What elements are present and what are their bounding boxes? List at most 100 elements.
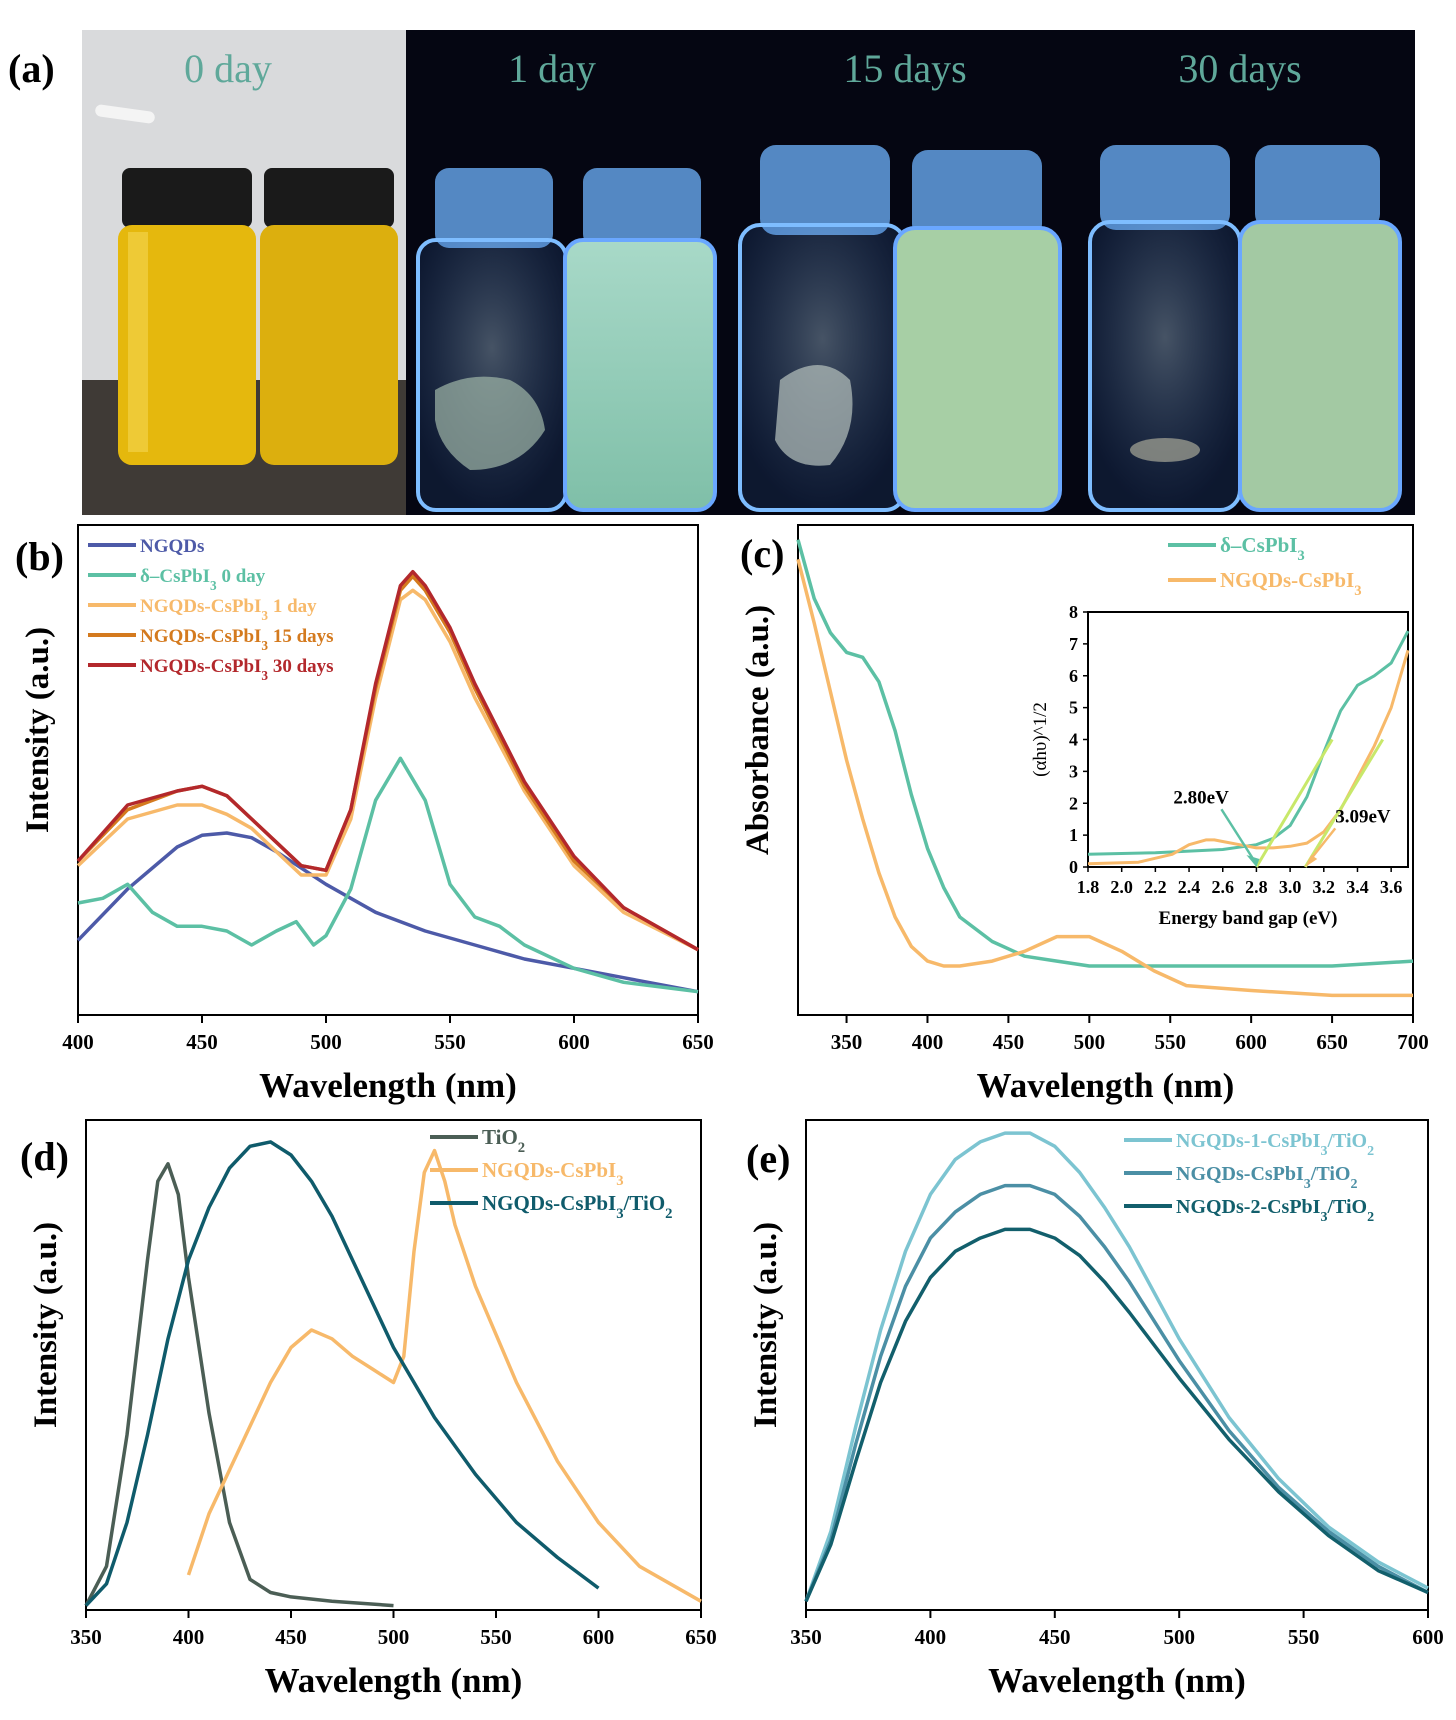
series-line-0 [84, 1162, 394, 1608]
inset-arrowhead-0 [1246, 855, 1260, 867]
inset-annotation-1: 3.09eV [1335, 806, 1391, 827]
inset-y-tick-label: 2 [1069, 793, 1078, 813]
inset-x-tick-label: 2.8 [1245, 877, 1268, 897]
inset-frame [1087, 611, 1409, 868]
x-tick-label: 600 [558, 1030, 590, 1054]
inset-x-tick-label: 3.4 [1346, 877, 1369, 897]
panel-a-photos: (a) 0 day [8, 30, 1415, 515]
series-line-1 [77, 756, 699, 994]
series-line-1 [796, 558, 1413, 998]
photo-1-day: 1 day [406, 30, 730, 515]
x-tick-label: 600 [583, 1625, 615, 1649]
legend-label-2: NGQDs-2-CsPbI3/TiO2 [1176, 1196, 1374, 1225]
inset-x-tick-label: 2.4 [1178, 877, 1201, 897]
x-tick-label: 500 [378, 1625, 410, 1649]
x-tick-label: 600 [1412, 1625, 1444, 1649]
series-line-0 [76, 831, 699, 994]
inset-series-line-1 [1087, 649, 1410, 866]
inset-arrow-0 [1220, 808, 1256, 862]
inset-y-axis-label: (αhυ)^1/2 [1030, 702, 1051, 777]
inset-y-tick-label: 3 [1069, 761, 1078, 781]
uv-vial-green [563, 168, 717, 512]
photo-30-days: 30 days [1065, 30, 1415, 515]
chart-e: (e) 350 400 450 500 550 600 Wavelength (nm) Inte… [746, 1119, 1444, 1700]
y-axis-label: Intensity (a.u.) [28, 1222, 64, 1428]
legend-label-0: NGQDs-1-CsPbI3/TiO2 [1176, 1130, 1374, 1159]
series-line-2 [84, 1140, 600, 1607]
inset-x-tick-label: 2.0 [1110, 877, 1133, 897]
legend-label-1: δ–CsPbI3 0 day [140, 566, 266, 593]
series-line-0 [796, 539, 1414, 968]
inset-x-tick-label: 3.6 [1380, 877, 1403, 897]
x-tick-label: 350 [831, 1030, 863, 1054]
inset-y-tick-label: 0 [1069, 857, 1078, 877]
x-tick-label: 550 [1154, 1030, 1186, 1054]
series-line-1 [804, 1183, 1429, 1602]
inset-y-tick-label: 6 [1069, 666, 1078, 686]
chart-d: (d) 350 400 450 500 550 600 650 Wavelength (nm) I… [20, 1119, 717, 1700]
x-tick-label: 600 [1235, 1030, 1267, 1054]
legend-label-4: NGQDs-CsPbI3 30 days [140, 656, 334, 683]
series-line-1 [186, 1148, 702, 1603]
panel-c-label: (c) [740, 531, 784, 576]
x-axis-label: Wavelength (nm) [988, 1661, 1246, 1700]
inset-x-axis-label: Energy band gap (eV) [1159, 908, 1338, 929]
x-tick-label: 700 [1397, 1030, 1429, 1054]
legend-label-0: δ–CsPbI3 [1220, 533, 1305, 564]
panel-b-label: (b) [15, 534, 64, 579]
plot-frame [805, 1119, 1429, 1611]
x-tick-label: 450 [993, 1030, 1025, 1054]
x-tick-label: 500 [1074, 1030, 1106, 1054]
uv-vial-clear [416, 168, 568, 512]
chart-b: (b) 400 450 500 550 600 650 Wavelength (nm) Inte… [15, 524, 714, 1105]
plot-frame [77, 524, 699, 1016]
x-tick-label: 400 [173, 1625, 205, 1649]
x-axis-label: Wavelength (nm) [265, 1661, 523, 1700]
panel-d-label: (d) [20, 1134, 69, 1179]
y-axis-label: Intensity (a.u.) [748, 1222, 784, 1428]
inset-y-tick-label: 5 [1069, 698, 1078, 718]
legend-label-2: NGQDs-CsPbI3/TiO2 [482, 1191, 673, 1222]
plot-frame [797, 524, 1414, 1016]
photo-caption-0: 0 day [184, 46, 272, 91]
panel-e-label: (e) [746, 1136, 790, 1181]
legend-label-3: NGQDs-CsPbI3 15 days [140, 626, 334, 653]
x-tick-label: 500 [310, 1030, 342, 1054]
series-line-2 [804, 1227, 1429, 1603]
legend-label-0: TiO2 [482, 1125, 525, 1156]
yellow-vial-left [118, 168, 256, 465]
x-tick-label: 350 [70, 1625, 102, 1649]
x-tick-label: 550 [480, 1625, 512, 1649]
uv-vial-clear [1088, 145, 1242, 512]
inset-annotation-0: 2.80eV [1173, 787, 1229, 808]
uv-vial-clear [738, 145, 907, 512]
x-tick-label: 650 [685, 1625, 717, 1649]
photo-caption-2: 15 days [843, 46, 966, 91]
x-tick-label: 350 [790, 1625, 822, 1649]
inset-x-tick-label: 3.0 [1279, 877, 1302, 897]
inset-y-tick-label: 4 [1069, 730, 1078, 750]
x-axis-label: Wavelength (nm) [977, 1066, 1235, 1105]
uv-vial-green [893, 150, 1062, 512]
x-tick-label: 500 [1163, 1625, 1195, 1649]
legend-label-1: NGQDs-CsPbI3/TiO2 [1176, 1163, 1357, 1192]
inset-chart: 1.8 2.0 2.2 2.4 2.6 2.8 3.0 3.2 3.4 3.6 0 1 2 3 4 5 6 7 8 E… [1030, 602, 1410, 929]
x-tick-label: 550 [1288, 1625, 1320, 1649]
inset-y-tick-label: 7 [1069, 634, 1078, 654]
inset-y-tick-label: 1 [1069, 825, 1078, 845]
x-tick-label: 650 [1316, 1030, 1348, 1054]
x-tick-label: 400 [62, 1030, 94, 1054]
inset-x-tick-label: 2.6 [1211, 877, 1234, 897]
x-tick-label: 450 [1039, 1625, 1071, 1649]
x-tick-label: 450 [275, 1625, 307, 1649]
legend-label-1: NGQDs-CsPbI3 [1220, 568, 1362, 599]
inset-tangent-1 [1303, 738, 1385, 868]
inset-arrow-1 [1308, 827, 1337, 862]
legend-label-0: NGQDs [140, 536, 204, 557]
panel-a-label: (a) [8, 46, 55, 91]
photo-0-day: 0 day [82, 30, 406, 515]
series-line-0 [804, 1131, 1429, 1602]
x-tick-label: 450 [186, 1030, 218, 1054]
